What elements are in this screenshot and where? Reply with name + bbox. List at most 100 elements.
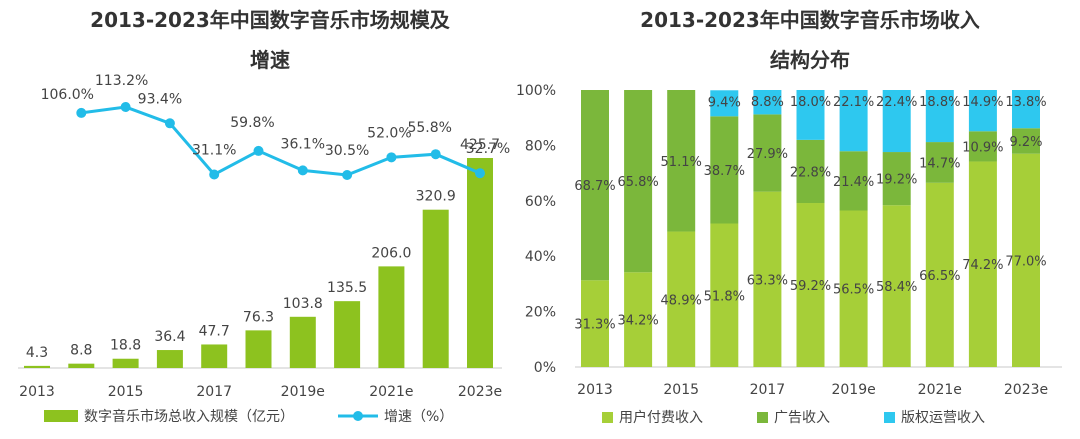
left-growth-label-2020e: 30.5% bbox=[325, 143, 369, 159]
left-growth-line bbox=[81, 105, 481, 177]
left-bar-label-2019e: 103.8 bbox=[283, 296, 323, 312]
left-bar-label-2018: 76.3 bbox=[243, 309, 274, 325]
left-legend-swatch-dot bbox=[353, 411, 363, 421]
right-bar-paid-2014 bbox=[624, 272, 653, 367]
right-chart-title-line2: 结构分布 bbox=[770, 48, 850, 72]
left-x-tick-2019e: 2019e bbox=[281, 384, 325, 400]
right-legend-label-2: 版权运营收入 bbox=[901, 410, 985, 426]
right-label-copyright-2017: 8.8% bbox=[751, 95, 784, 110]
left-bar-label-2020e: 135.5 bbox=[327, 280, 367, 296]
left-x-tick-2021e: 2021e bbox=[369, 384, 413, 400]
left-growth-label-2017: 31.1% bbox=[192, 143, 236, 159]
right-label-paid-2015: 48.9% bbox=[661, 293, 702, 308]
right-bar-paid-2016 bbox=[710, 223, 739, 367]
right-y-tick-80: 80% bbox=[525, 138, 556, 154]
right-label-paid-2018: 59.2% bbox=[790, 279, 831, 294]
right-bar-ad-2023e bbox=[1012, 128, 1040, 154]
right-bar-copyright-2020e bbox=[882, 90, 911, 153]
right-legend-swatch-0 bbox=[602, 412, 613, 423]
left-growth-label-2023e: 32.7% bbox=[466, 141, 510, 157]
right-bar-paid-2020e bbox=[882, 205, 911, 367]
left-bar-2020e bbox=[334, 301, 361, 368]
right-legend-label-1: 广告收入 bbox=[774, 410, 830, 426]
right-label-paid-2019e: 56.5% bbox=[833, 283, 874, 298]
left-chart-title-line1: 2013-2023年中国数字音乐市场规模及 bbox=[90, 8, 450, 32]
left-growth-point-2018 bbox=[253, 145, 264, 156]
left-bar-2013 bbox=[24, 365, 50, 368]
left-growth-label-2019e: 36.1% bbox=[281, 136, 325, 152]
right-label-paid-2017: 63.3% bbox=[747, 273, 788, 288]
right-label-ad-2016: 38.7% bbox=[704, 164, 745, 179]
left-growth-label-2016: 93.4% bbox=[138, 91, 182, 107]
left-growth-point-2023e bbox=[475, 168, 485, 179]
right-chart-title: 2013-2023年中国数字音乐市场收入 结构分布 bbox=[560, 0, 1060, 80]
right-bar-paid-2013 bbox=[581, 280, 609, 367]
right-label-ad-2019e: 21.4% bbox=[833, 175, 874, 190]
right-bar-paid-2023e bbox=[1012, 153, 1040, 367]
left-growth-label-2014: 106.0% bbox=[41, 87, 94, 103]
right-label-paid-2022e: 74.2% bbox=[962, 258, 1003, 273]
right-bar-paid-2022e bbox=[968, 161, 997, 367]
right-label-paid-2020e: 58.4% bbox=[876, 280, 917, 295]
right-label-paid-2021e: 66.5% bbox=[919, 269, 960, 284]
right-label-ad-2018: 22.8% bbox=[790, 165, 831, 180]
right-bar-paid-2018 bbox=[796, 203, 825, 367]
right-bar-ad-2016 bbox=[710, 116, 739, 224]
left-growth-point-2021e bbox=[386, 152, 397, 163]
left-growth-point-2020e bbox=[342, 170, 353, 180]
right-x-tick-2023e: 2023e bbox=[1004, 382, 1048, 398]
left-bar-2023e bbox=[467, 158, 493, 368]
right-bar-paid-2019e bbox=[839, 210, 868, 367]
right-label-ad-2023e: 9.2% bbox=[1009, 135, 1042, 150]
left-legend-swatch-size bbox=[44, 410, 78, 422]
right-label-copyright-2019e: 22.1% bbox=[833, 95, 874, 110]
right-label-paid-2013: 31.3% bbox=[574, 318, 615, 333]
right-y-tick-20: 20% bbox=[525, 305, 556, 321]
right-label-ad-2017: 27.9% bbox=[747, 147, 788, 162]
right-bar-copyright-2016 bbox=[710, 90, 739, 117]
right-bar-ad-2019e bbox=[839, 151, 868, 211]
right-x-tick-2013: 2013 bbox=[577, 382, 613, 398]
right-bar-paid-2021e bbox=[925, 182, 954, 367]
left-bar-label-2017: 47.7 bbox=[199, 323, 230, 339]
right-x-tick-2017: 2017 bbox=[750, 382, 786, 398]
left-bar-label-2015: 18.8 bbox=[110, 338, 141, 354]
right-bar-ad-2013 bbox=[581, 90, 609, 281]
left-bar-2022e bbox=[422, 209, 449, 368]
right-bar-ad-2017 bbox=[753, 114, 782, 192]
right-bar-copyright-2023e bbox=[1012, 90, 1040, 129]
left-growth-label-2022e: 55.8% bbox=[407, 120, 451, 136]
right-bar-paid-2017 bbox=[753, 191, 782, 367]
left-growth-label-2018: 59.8% bbox=[230, 115, 274, 131]
right-label-ad-2021e: 14.7% bbox=[919, 156, 960, 171]
right-bar-copyright-2018 bbox=[796, 90, 825, 140]
left-x-tick-2023e: 2023e bbox=[458, 384, 502, 400]
left-growth-point-2019e bbox=[297, 165, 308, 176]
right-y-tick-0: 0% bbox=[534, 360, 556, 376]
right-label-paid-2014: 34.2% bbox=[617, 314, 658, 329]
right-label-ad-2014: 65.8% bbox=[617, 175, 658, 190]
right-label-copyright-2016: 9.4% bbox=[708, 95, 741, 110]
left-x-tick-2013: 2013 bbox=[19, 384, 55, 400]
left-bar-2018 bbox=[245, 330, 272, 368]
left-bar-label-2013: 4.3 bbox=[26, 345, 48, 361]
right-y-tick-60: 60% bbox=[525, 194, 556, 210]
right-bar-ad-2014 bbox=[624, 90, 653, 273]
right-bar-ad-2022e bbox=[968, 131, 997, 162]
right-x-tick-2015: 2015 bbox=[663, 382, 699, 398]
right-x-tick-2021e: 2021e bbox=[918, 382, 962, 398]
right-label-paid-2023e: 77.0% bbox=[1005, 254, 1046, 269]
left-legend-label-size: 数字音乐市场总收入规模（亿元） bbox=[84, 408, 294, 425]
left-growth-point-2017 bbox=[209, 169, 220, 180]
right-bar-copyright-2021e bbox=[925, 90, 954, 143]
right-bar-paid-2015 bbox=[667, 231, 696, 367]
right-bar-ad-2020e bbox=[882, 152, 911, 206]
left-chart-title: 2013-2023年中国数字音乐市场规模及 增速 bbox=[40, 0, 500, 80]
right-legend-swatch-2 bbox=[884, 412, 895, 423]
right-label-copyright-2018: 18.0% bbox=[790, 95, 831, 110]
right-label-ad-2020e: 19.2% bbox=[876, 173, 917, 188]
left-bar-2016 bbox=[156, 350, 183, 368]
left-growth-point-2015 bbox=[120, 102, 131, 112]
right-chart-title-line1: 2013-2023年中国数字音乐市场收入 bbox=[640, 8, 980, 32]
